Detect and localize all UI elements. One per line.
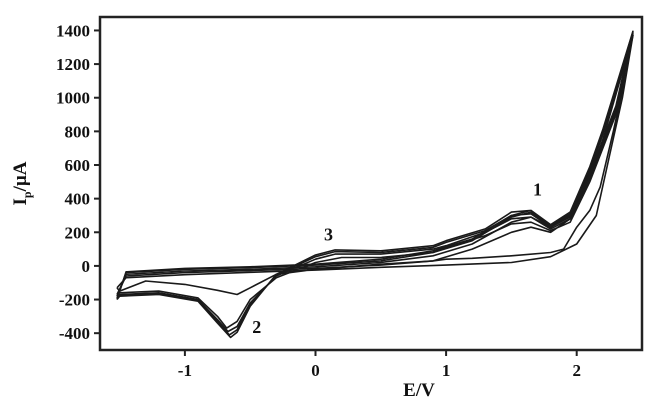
cv-scan-line [116,34,634,329]
y-tick-label: -400 [59,324,90,343]
cv-scan-line [116,30,634,339]
cv-scan-line [116,31,634,336]
x-tick-label: -1 [178,361,192,380]
x-axis-ticks: -1 0 1 2 [178,350,581,380]
plot-frame [98,15,644,352]
y-tick-label: 400 [65,190,91,209]
x-tick-label: 2 [572,361,581,380]
y-tick-label: 1000 [56,89,90,108]
x-axis-label: E/V [403,380,435,399]
y-axis-label-main: I [10,198,31,205]
peak-label: 1 [533,179,542,199]
x-tick-label: 1 [442,361,451,380]
y-tick-label: 200 [65,223,91,242]
y-tick-label: 0 [82,257,91,276]
cv-scan-line [116,33,634,333]
cv-curves [116,30,634,339]
y-axis-label-subscript: p [20,191,34,198]
y-tick-label: 800 [65,122,91,141]
y-tick-label: -200 [59,291,90,310]
peak-label: 3 [324,225,333,245]
y-tick-label: 1200 [56,55,90,74]
y-axis-label-unit: /µA [10,161,31,192]
peak-label: 2 [252,317,261,337]
cv-scan-line [116,34,634,296]
peak-annotations: 1 2 3 [252,179,542,337]
x-tick-label: 0 [311,361,320,380]
y-axis-ticks: -400 -200 0 200 400 600 800 1000 1200 1400 [56,21,100,343]
y-axis-label: Ip/µA [10,161,34,205]
y-tick-label: 1400 [56,21,90,40]
y-tick-label: 600 [65,156,91,175]
